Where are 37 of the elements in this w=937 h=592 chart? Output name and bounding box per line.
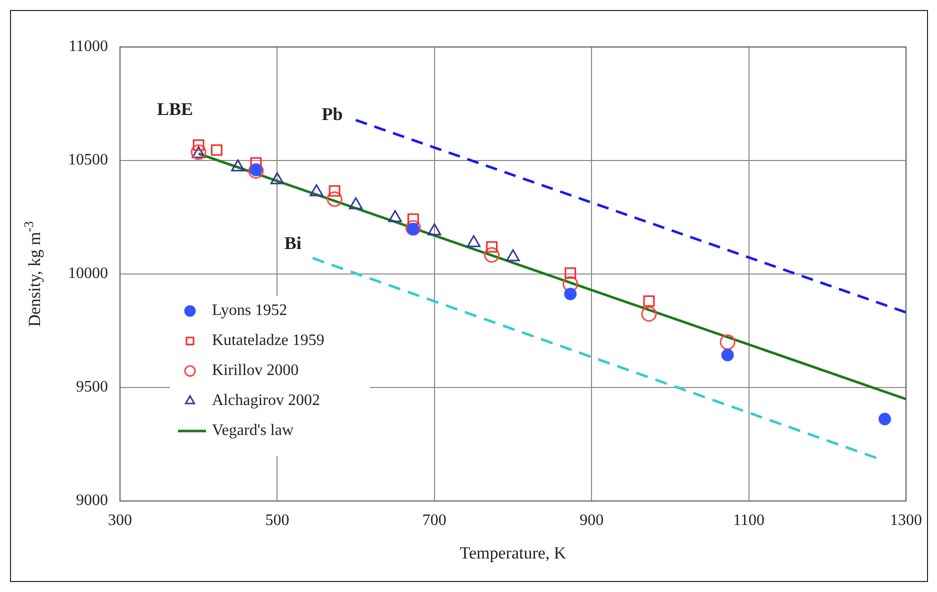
y-tick-label: 11000 <box>68 38 108 56</box>
point <box>562 276 578 292</box>
x-tick-label: 700 <box>422 512 446 529</box>
annotation: LBE <box>157 99 194 120</box>
x-axis-title: Temperature, K <box>460 543 567 562</box>
annotation: Bi <box>284 233 302 254</box>
point <box>192 139 204 151</box>
y-tick-label: 10000 <box>68 265 108 282</box>
y-axis-title: Density, kg m-3 <box>21 221 44 327</box>
legend-label: Alchagirov 2002 <box>212 392 320 410</box>
x-tick-label: 500 <box>265 512 290 529</box>
point <box>641 306 657 322</box>
point <box>878 412 892 426</box>
point <box>643 295 655 307</box>
point <box>326 191 342 207</box>
point <box>210 144 222 156</box>
x-tick-label: 1300 <box>890 512 922 529</box>
x-tick-label: 1100 <box>733 512 765 529</box>
annotation: Pb <box>322 104 343 124</box>
legend-label: Kutateladze 1959 <box>212 332 324 350</box>
x-tick-label: 900 <box>580 512 604 529</box>
point <box>564 267 576 279</box>
y-tick-label: 10500 <box>68 152 108 169</box>
y-tick-label: 9000 <box>76 492 108 510</box>
legend-label: Lyons 1952 <box>212 302 288 320</box>
point <box>484 247 500 263</box>
point <box>328 185 340 197</box>
legend-label: Kirillov 2000 <box>212 362 299 380</box>
point <box>250 157 262 169</box>
x-tick-label: 300 <box>108 512 132 529</box>
y-tick-label: 9500 <box>76 378 108 396</box>
point <box>720 334 736 350</box>
point <box>721 348 734 362</box>
point <box>486 241 498 253</box>
point <box>564 288 577 300</box>
point <box>407 213 419 225</box>
legend-label: Vegard's law <box>212 422 294 440</box>
